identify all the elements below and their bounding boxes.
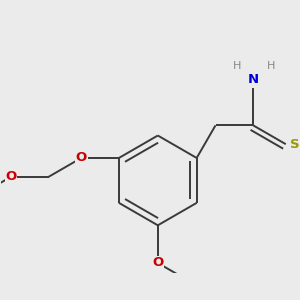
Text: H: H bbox=[267, 61, 275, 71]
Text: O: O bbox=[5, 170, 16, 183]
Text: O: O bbox=[76, 152, 87, 164]
Text: N: N bbox=[248, 73, 259, 85]
Text: O: O bbox=[152, 256, 164, 269]
Text: H: H bbox=[233, 61, 242, 71]
Text: S: S bbox=[290, 138, 299, 151]
